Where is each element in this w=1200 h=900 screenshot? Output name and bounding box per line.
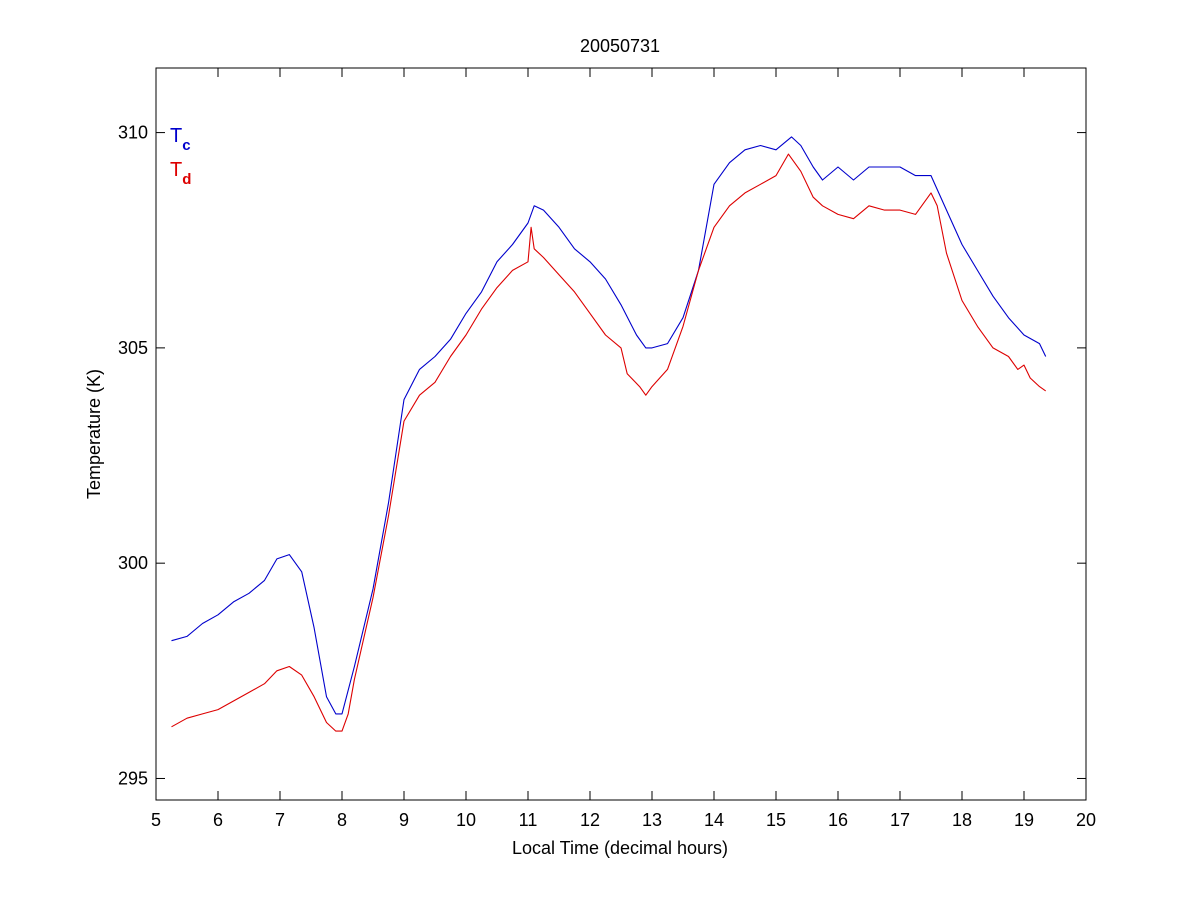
x-tick-label: 20 [1076, 810, 1096, 830]
y-tick-label: 305 [118, 338, 148, 358]
plot-frame [155, 67, 1087, 801]
x-tick-label: 12 [580, 810, 600, 830]
x-tick-label: 11 [519, 810, 538, 830]
y-tick-label: 300 [118, 553, 148, 573]
x-tick-label: 6 [213, 810, 223, 830]
legend: Tc Td [170, 125, 191, 188]
x-tick-label: 9 [399, 810, 409, 830]
tick-layer: 5 6 7 8 9 10 11 12 13 14 15 16 17 18 19 20 295 300 305 310 [118, 68, 1096, 830]
x-tick-label: 8 [337, 810, 347, 830]
series-line-td [171, 153, 1047, 732]
x-tick-label: 19 [1014, 810, 1034, 830]
x-tick-label: 15 [766, 810, 786, 830]
y-tick-label: 310 [118, 123, 148, 143]
y-tick-label: 295 [118, 768, 148, 788]
x-tick-label: 10 [456, 810, 476, 830]
x-tick-label: 7 [275, 810, 285, 830]
x-tick-label: 18 [952, 810, 972, 830]
x-tick-label: 14 [704, 810, 724, 830]
legend-entry-tc: Tc [170, 125, 191, 154]
x-tick-label: 13 [642, 810, 662, 830]
x-tick-label: 16 [828, 810, 848, 830]
y-axis-label: Temperature (K) [84, 369, 104, 499]
chart-title: 20050731 [580, 36, 660, 56]
x-axis-label: Local Time (decimal hours) [512, 838, 728, 858]
series-line-tc [171, 136, 1047, 715]
legend-entry-td: Td [170, 159, 191, 188]
series-layer [171, 136, 1047, 732]
x-tick-label: 17 [890, 810, 910, 830]
x-tick-label: 5 [151, 810, 161, 830]
